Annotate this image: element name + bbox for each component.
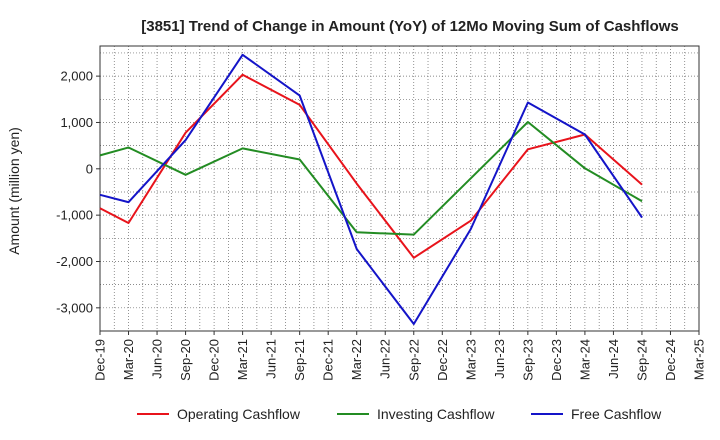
x-tick-label: Mar-20 [121,339,136,380]
x-tick-label: Jun-24 [606,339,621,379]
x-tick-label: Dec-22 [435,339,450,381]
y-axis-ticks: 2,000 1,000 0 -1,000 -2,000 -3,000 [56,69,100,315]
grid-lines [99,46,700,332]
x-tick-label: Sep-23 [520,339,535,381]
x-tick-label: Mar-21 [235,339,250,380]
x-tick-label: Mar-23 [463,339,478,380]
x-tick-label: Dec-19 [93,339,108,381]
x-tick-label: Dec-21 [321,339,336,381]
x-tick-label: Sep-22 [406,339,421,381]
y-tick-label: 1,000 [60,115,93,130]
legend-label-operating-cashflow: Operating Cashflow [177,406,301,422]
y-tick-label: 0 [86,161,93,176]
x-tick-label: Sep-24 [634,339,649,381]
free-cashflow-line [99,53,643,325]
x-tick-label: Jun-21 [264,339,279,379]
x-tick-label: Sep-20 [178,339,193,381]
legend-label-free-cashflow: Free Cashflow [571,406,662,422]
x-tick-label: Sep-21 [292,339,307,381]
x-tick-label: Jun-23 [492,339,507,379]
x-axis-ticks: Dec-19 Mar-20 Jun-20 Sep-20 Dec-20 Mar-21 Jun-… [93,331,707,381]
x-tick-label: Dec-20 [207,339,222,381]
series-lines [99,53,643,325]
investing-cashflow-line [99,121,643,236]
x-tick-label: Jun-20 [150,339,165,379]
legend: Operating Cashflow Investing Cashflow Free… [137,406,662,422]
plot-area [99,45,700,332]
x-tick-label: Mar-25 [692,339,707,380]
chart-title: [3851] Trend of Change in Amount (YoY) o… [141,18,679,35]
x-tick-label: Mar-22 [349,339,364,380]
legend-label-investing-cashflow: Investing Cashflow [377,406,495,422]
operating-cashflow-line [99,73,643,259]
x-tick-label: Jun-22 [378,339,393,379]
y-tick-label: -1,000 [56,208,93,223]
y-tick-label: 2,000 [60,69,93,84]
y-tick-label: -3,000 [56,300,93,315]
y-axis-label: Amount (million yen) [6,127,22,255]
y-tick-label: -2,000 [56,254,93,269]
x-tick-label: Dec-23 [549,339,564,381]
x-tick-label: Mar-24 [577,339,592,380]
x-tick-label: Dec-24 [663,339,678,381]
